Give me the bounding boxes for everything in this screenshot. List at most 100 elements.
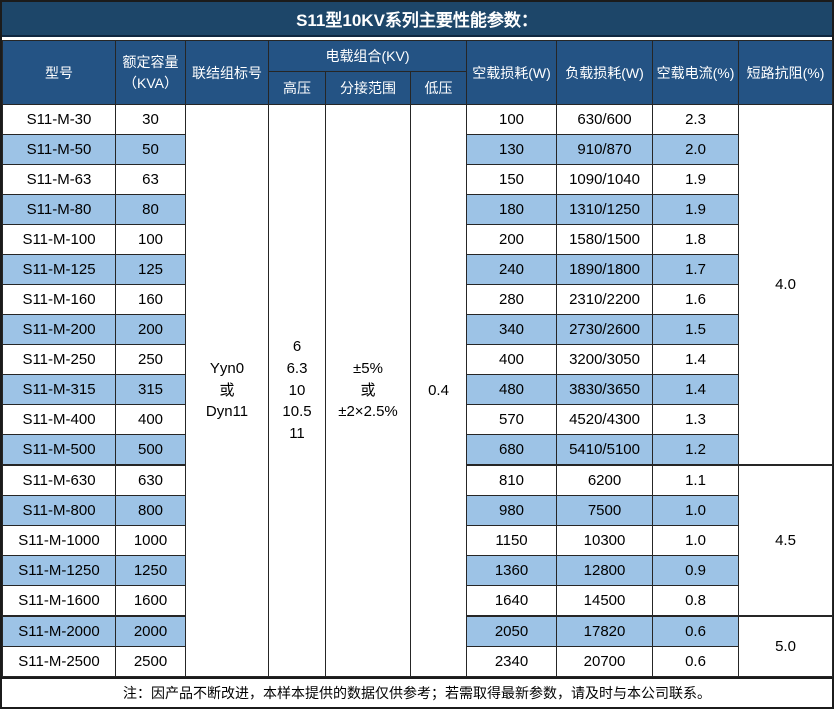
- model-cell: S11-M-200: [2, 314, 116, 345]
- col-header-vector-group: 联结组标号: [185, 40, 269, 105]
- no-load-current-cell: 1.2: [652, 434, 740, 466]
- no-load-loss-cell: 810: [466, 464, 558, 496]
- table-row: S11-M-1250 1250 1360 12800 0.9: [2, 555, 833, 586]
- header-row-1: 型号 额定容量 （KVA） 联结组标号 电载组合(KV) 空载损耗(W) 负载损…: [2, 40, 834, 105]
- no-load-current-cell: 1.0: [652, 495, 740, 526]
- load-loss-cell: 1090/1040: [556, 164, 654, 195]
- load-loss-cell: 10300: [556, 525, 654, 556]
- lv-value-cell: 0.4: [409, 104, 468, 677]
- no-load-current-cell: 1.7: [652, 254, 740, 285]
- vector-group-cell: Yyn0 或 Dyn11: [185, 104, 269, 677]
- table-row: S11-M-80 80 180 1310/1250 1.9: [2, 194, 833, 225]
- no-load-current-cell: 1.9: [652, 194, 740, 225]
- capacity-cell: 630: [115, 464, 186, 496]
- col-header-load-loss: 负载损耗(W): [556, 40, 654, 105]
- no-load-current-cell: 1.1: [652, 464, 740, 496]
- capacity-cell: 250: [115, 344, 186, 375]
- no-load-loss-cell: 150: [466, 164, 558, 195]
- load-loss-cell: 7500: [556, 495, 654, 526]
- capacity-cell: 30: [115, 104, 186, 135]
- table-header: 型号 额定容量 （KVA） 联结组标号 电载组合(KV) 空载损耗(W) 负载损…: [2, 40, 834, 105]
- capacity-cell: 100: [115, 224, 186, 255]
- no-load-current-cell: 2.0: [652, 134, 740, 165]
- capacity-cell: 125: [115, 254, 186, 285]
- capacity-cell: 400: [115, 404, 186, 435]
- capacity-cell: 50: [115, 134, 186, 165]
- capacity-cell: 2500: [115, 646, 186, 677]
- no-load-current-cell: 0.6: [652, 615, 740, 647]
- model-cell: S11-M-2500: [2, 646, 116, 677]
- model-cell: S11-M-315: [2, 374, 116, 405]
- no-load-current-cell: 1.8: [652, 224, 740, 255]
- load-loss-cell: 1580/1500: [556, 224, 654, 255]
- no-load-loss-cell: 1150: [466, 525, 558, 556]
- no-load-loss-cell: 180: [466, 194, 558, 225]
- model-cell: S11-M-100: [2, 224, 116, 255]
- capacity-cell: 63: [115, 164, 186, 195]
- table-body: S11-M-30 30 Yyn0 或 Dyn11 6 6.3 10 10.5 11 ±5…: [2, 104, 834, 677]
- no-load-current-cell: 1.3: [652, 404, 740, 435]
- capacity-cell: 200: [115, 314, 186, 345]
- table-row: S11-M-1000 1000 1150 10300 1.0: [2, 525, 833, 556]
- table-row: S11-M-125 125 240 1890/1800 1.7: [2, 254, 833, 285]
- impedance-cell: 4.5: [738, 464, 834, 617]
- capacity-cell: 1600: [115, 585, 186, 617]
- load-loss-cell: 17820: [556, 615, 654, 647]
- table-row: S11-M-160 160 280 2310/2200 1.6: [2, 284, 833, 315]
- model-cell: S11-M-250: [2, 344, 116, 375]
- capacity-cell: 80: [115, 194, 186, 225]
- model-cell: S11-M-1250: [2, 555, 116, 586]
- model-cell: S11-M-63: [2, 164, 116, 195]
- no-load-loss-cell: 2340: [466, 646, 558, 677]
- load-loss-cell: 1310/1250: [556, 194, 654, 225]
- col-header-voltage-combo: 电载组合(KV): [267, 40, 468, 72]
- no-load-loss-cell: 240: [466, 254, 558, 285]
- impedance-cell: 4.0: [738, 104, 834, 466]
- no-load-loss-cell: 480: [466, 374, 558, 405]
- page-title: S11型10KV系列主要性能参数：: [2, 2, 832, 37]
- no-load-loss-cell: 200: [466, 224, 558, 255]
- table-row: S11-M-630 630 810 6200 1.1 4.5: [2, 464, 834, 617]
- no-load-loss-cell: 340: [466, 314, 558, 345]
- no-load-current-cell: 2.3: [652, 104, 740, 135]
- model-cell: S11-M-80: [2, 194, 116, 225]
- load-loss-cell: 1890/1800: [556, 254, 654, 285]
- load-loss-cell: 14500: [556, 585, 654, 617]
- col-header-no-load-loss: 空载损耗(W): [466, 40, 558, 105]
- table-row: S11-M-30 30 Yyn0 或 Dyn11 6 6.3 10 10.5 11 ±5…: [2, 104, 834, 677]
- load-loss-cell: 4520/4300: [556, 404, 654, 435]
- table-row: S11-M-200 200 340 2730/2600 1.5: [2, 314, 833, 345]
- load-loss-cell: 20700: [556, 646, 654, 677]
- load-loss-cell: 2730/2600: [556, 314, 654, 345]
- capacity-cell: 500: [115, 434, 186, 466]
- load-loss-cell: 3830/3650: [556, 374, 654, 405]
- capacity-cell: 160: [115, 284, 186, 315]
- model-cell: S11-M-2000: [2, 615, 116, 647]
- load-loss-cell: 12800: [556, 555, 654, 586]
- col-header-lv: 低压: [409, 71, 468, 105]
- no-load-current-cell: 1.5: [652, 314, 740, 345]
- no-load-current-cell: 0.6: [652, 646, 740, 677]
- footer-note: 注：因产品不断改进，本样本提供的数据仅供参考；若需取得最新参数，请及时与本公司联…: [2, 677, 832, 707]
- model-cell: S11-M-50: [2, 134, 116, 165]
- table-row: S11-M-50 50 130 910/870 2.0: [2, 134, 833, 165]
- no-load-loss-cell: 100: [466, 104, 558, 135]
- table-row: S11-M-400 400 570 4520/4300 1.3: [2, 404, 833, 435]
- col-header-model: 型号: [2, 40, 116, 105]
- table-row: S11-M-100 100 200 1580/1500 1.8: [2, 224, 833, 255]
- impedance-cell: 5.0: [738, 615, 834, 677]
- no-load-current-cell: 0.9: [652, 555, 740, 586]
- no-load-loss-cell: 2050: [466, 615, 558, 647]
- no-load-current-cell: 1.6: [652, 284, 740, 315]
- model-cell: S11-M-1000: [2, 525, 116, 556]
- no-load-loss-cell: 1640: [466, 585, 558, 617]
- table-row: S11-M-1600 1600 1640 14500 0.8: [2, 585, 833, 617]
- model-cell: S11-M-1600: [2, 585, 116, 617]
- no-load-loss-cell: 400: [466, 344, 558, 375]
- no-load-loss-cell: 280: [466, 284, 558, 315]
- col-header-capacity-line2: （KVA）: [123, 74, 178, 91]
- load-loss-cell: 5410/5100: [556, 434, 654, 466]
- load-loss-cell: 6200: [556, 464, 654, 496]
- title-divider: [2, 37, 832, 40]
